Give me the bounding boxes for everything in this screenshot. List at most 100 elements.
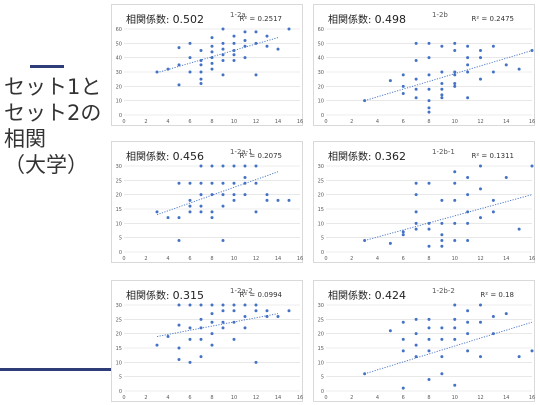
data-point xyxy=(210,193,214,197)
data-point xyxy=(453,198,457,202)
data-point xyxy=(199,63,203,67)
x-tick-label: 4 xyxy=(376,119,379,125)
data-point xyxy=(232,309,236,313)
x-tick-label: 10 xyxy=(231,119,237,125)
data-point xyxy=(401,337,405,341)
data-point xyxy=(166,335,170,339)
data-point xyxy=(210,210,214,214)
data-point xyxy=(243,30,247,34)
corr-value: 0.362 xyxy=(374,150,407,163)
data-point xyxy=(287,309,291,313)
data-point xyxy=(243,175,247,179)
data-point xyxy=(254,30,258,34)
data-point xyxy=(414,355,418,359)
data-point xyxy=(265,309,269,313)
scatter-plot: 0 5 10 15 20 25 30 0 2 4 6 8 10 12 14 16 xyxy=(318,303,536,401)
data-point xyxy=(232,320,236,324)
x-tick-label: 6 xyxy=(402,119,405,125)
data-point xyxy=(440,355,444,359)
data-point xyxy=(466,320,470,324)
data-point xyxy=(254,210,258,214)
y-tick-label: 10 xyxy=(116,99,122,105)
data-point xyxy=(453,170,457,174)
data-point xyxy=(221,303,225,307)
data-point xyxy=(276,47,280,51)
data-point xyxy=(265,44,269,48)
y-tick-label: 30 xyxy=(318,70,324,76)
data-point xyxy=(199,59,203,63)
data-point xyxy=(232,53,236,57)
data-point xyxy=(466,70,470,74)
x-tick-label: 12 xyxy=(477,119,483,125)
data-point xyxy=(401,73,405,77)
corr-heading: 相関係数: 0.315 xyxy=(126,287,204,302)
data-point xyxy=(530,164,534,168)
data-point xyxy=(427,87,431,91)
corr-label: 相関係数: xyxy=(328,15,372,26)
scatter-plot: 0 10 20 30 40 50 60 0 2 4 6 8 10 12 14 16 xyxy=(116,27,304,125)
y-tick-label: 20 xyxy=(318,84,324,90)
x-tick-label: 12 xyxy=(477,256,483,262)
data-point xyxy=(388,79,392,83)
trendline xyxy=(364,50,533,102)
data-point xyxy=(221,59,225,63)
data-point xyxy=(491,198,495,202)
y-tick-label: 60 xyxy=(116,27,122,33)
x-tick-label: 14 xyxy=(275,119,281,125)
data-point xyxy=(427,349,431,353)
data-point xyxy=(166,216,170,220)
data-point xyxy=(199,193,203,197)
data-point xyxy=(221,53,225,57)
r-squared-label: R² = 0.2075 xyxy=(239,152,282,160)
data-point xyxy=(440,244,444,248)
data-point xyxy=(221,204,225,208)
data-point xyxy=(188,210,192,214)
data-point xyxy=(491,332,495,336)
data-point xyxy=(210,50,214,54)
data-point xyxy=(210,44,214,48)
chart-subtitle: 1-2b xyxy=(432,11,448,19)
data-point xyxy=(199,303,203,307)
data-point xyxy=(453,81,457,85)
y-tick-label: 20 xyxy=(116,193,122,199)
slide-title-line: 相関 xyxy=(4,127,46,151)
data-point xyxy=(427,99,431,103)
accent-line-top xyxy=(30,65,64,68)
data-point xyxy=(221,47,225,51)
data-point xyxy=(210,164,214,168)
x-tick-label: 14 xyxy=(503,256,509,262)
slide-title-line: セット2の xyxy=(4,101,102,125)
data-point xyxy=(504,175,508,179)
y-tick-label: 30 xyxy=(116,70,122,76)
data-point xyxy=(166,67,170,71)
data-point xyxy=(466,309,470,313)
data-point xyxy=(177,323,181,327)
data-point xyxy=(177,216,181,220)
corr-label: 相関係数: xyxy=(126,291,170,302)
x-tick-label: 16 xyxy=(529,256,535,262)
x-tick-label: 0 xyxy=(324,395,327,401)
data-point xyxy=(210,56,214,60)
data-point xyxy=(427,181,431,185)
data-point xyxy=(440,239,444,243)
corr-value: 0.456 xyxy=(172,150,205,163)
y-tick-label: 0 xyxy=(321,389,324,395)
data-point xyxy=(453,73,457,77)
y-tick-label: 15 xyxy=(116,207,122,213)
corr-value: 0.502 xyxy=(172,13,205,26)
chart-panel-1-2b-2: 相関係数: 0.424 1-2b-2 R² = 0.18 0 5 10 15 20 25 3… xyxy=(313,280,535,402)
data-point xyxy=(466,349,470,353)
data-point xyxy=(243,38,247,42)
data-point xyxy=(265,198,269,202)
y-tick-label: 20 xyxy=(116,332,122,338)
data-point xyxy=(466,332,470,336)
data-point xyxy=(440,70,444,74)
data-point xyxy=(265,193,269,197)
data-point xyxy=(221,73,225,77)
corr-label: 相関係数: xyxy=(328,291,372,302)
x-tick-label: 12 xyxy=(477,395,483,401)
x-tick-label: 8 xyxy=(427,119,430,125)
data-point xyxy=(530,349,534,353)
chart-panel-1-2a-2: 相関係数: 0.315 1-2a-2 R² = 0.0994 0 5 10 15 20 2… xyxy=(111,280,303,402)
data-point xyxy=(221,193,225,197)
